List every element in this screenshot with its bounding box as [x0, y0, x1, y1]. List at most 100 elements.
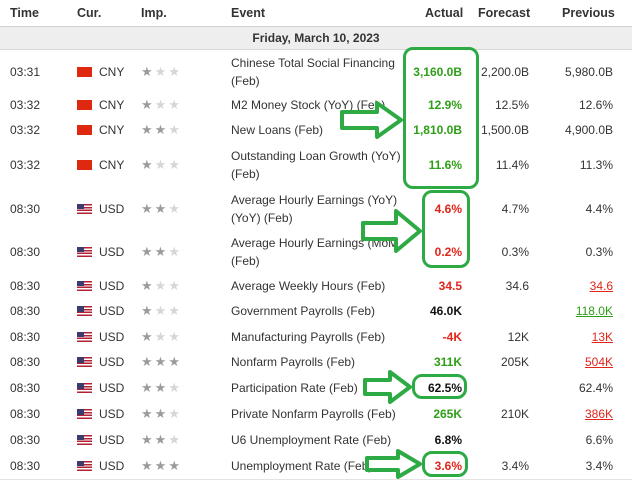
- event-name[interactable]: U6 Unemployment Rate (Feb): [231, 427, 409, 452]
- star-icon: ★: [141, 277, 155, 293]
- table-row[interactable]: 08:30 USD ★ ★ ★ Average Weekly Hours (Feb) 34.…: [0, 273, 632, 299]
- star-icon: ★: [168, 200, 182, 216]
- importance-stars: ★ ★ ★: [141, 93, 182, 117]
- star-icon: ★: [141, 97, 155, 112]
- flag-us-icon: [77, 306, 92, 316]
- event-time: 03:31: [10, 64, 41, 79]
- event-name-text[interactable]: Government Payrolls (Feb): [231, 304, 376, 318]
- event-name-text[interactable]: Nonfarm Payrolls (Feb): [231, 355, 356, 369]
- flag-us-icon: [77, 331, 92, 342]
- event-forecast: 12.5%: [494, 98, 529, 112]
- flag-us-icon: [77, 409, 92, 419]
- star-icon: ★: [154, 354, 169, 369]
- header-forecast[interactable]: Forecast: [478, 6, 531, 20]
- table-row[interactable]: 03:31 CNY ★ ★ ★ Chinese Total Social Financin…: [0, 50, 632, 94]
- event-currency: USD: [99, 355, 125, 369]
- header-currency[interactable]: Cur.: [77, 6, 102, 20]
- event-forecast: 1,500.0B: [480, 123, 529, 137]
- event-currency: USD: [99, 407, 125, 421]
- importance-stars: ★ ★ ★: [141, 324, 182, 349]
- event-actual: 4.6%: [434, 201, 462, 216]
- star-icon: ★: [154, 457, 169, 473]
- event-currency: USD: [99, 381, 125, 395]
- event-previous: 62.4%: [578, 381, 613, 395]
- table-row[interactable]: 08:30 USD ★ ★ ★ Average Hourly Earnings (MoM)…: [0, 230, 632, 274]
- event-name[interactable]: Participation Rate (Feb): [231, 375, 409, 401]
- table-row[interactable]: 08:30 USD ★ ★ ★ Government Payrolls (Feb) 46.0…: [0, 298, 632, 325]
- event-name[interactable]: Manufacturing Payrolls (Feb): [231, 324, 409, 349]
- event-name[interactable]: Average Weekly Hours (Feb): [231, 273, 409, 298]
- star-icon: ★: [168, 243, 182, 259]
- event-actual: 3.6%: [434, 458, 462, 473]
- table-row[interactable]: 08:30 USD ★ ★ ★ Private Nonfarm Payrolls (Feb…: [0, 401, 632, 428]
- event-name-text[interactable]: Outstanding Loan Growth (YoY) (Feb): [231, 149, 401, 181]
- star-icon: ★: [168, 354, 182, 369]
- event-name-text[interactable]: Unemployment Rate (Feb): [231, 458, 373, 473]
- flag-us-icon: [77, 357, 92, 367]
- star-icon: ★: [168, 303, 182, 318]
- header-actual[interactable]: Actual: [425, 6, 464, 20]
- star-icon: ★: [168, 122, 182, 137]
- importance-stars: ★ ★ ★: [141, 298, 182, 324]
- event-name[interactable]: Outstanding Loan Growth (YoY) (Feb): [231, 143, 409, 187]
- event-name[interactable]: Nonfarm Payrolls (Feb): [231, 349, 409, 375]
- header-previous[interactable]: Previous: [562, 6, 615, 20]
- event-name[interactable]: M2 Money Stock (YoY) (Feb): [231, 93, 409, 117]
- table-row[interactable]: 08:30 USD ★ ★ ★ Nonfarm Payrolls (Feb) 311K 205…: [0, 349, 632, 376]
- star-icon: ★: [168, 277, 182, 293]
- event-name[interactable]: Private Nonfarm Payrolls (Feb): [231, 401, 409, 427]
- importance-stars: ★ ★ ★: [141, 427, 182, 452]
- event-actual: 46.0K: [429, 304, 462, 318]
- table-row[interactable]: 08:30 USD ★ ★ ★ U6 Unemployment Rate (Feb) 6.8…: [0, 427, 632, 453]
- table-row[interactable]: 08:30 USD ★ ★ ★ Average Hourly Earnings (YoY)…: [0, 187, 632, 231]
- table-row[interactable]: 03:32 CNY ★ ★ ★ New Loans (Feb) 1,810.0B 1,500.…: [0, 117, 632, 144]
- event-name[interactable]: Average Hourly Earnings (MoM) (Feb): [231, 230, 409, 273]
- event-name[interactable]: Government Payrolls (Feb): [231, 298, 409, 324]
- event-actual: 311K: [433, 355, 462, 369]
- importance-stars: ★ ★ ★: [141, 117, 182, 143]
- date-row: Friday, March 10, 2023: [0, 27, 632, 50]
- star-icon: ★: [168, 97, 182, 112]
- event-previous: 5,980.0B: [564, 64, 613, 79]
- event-actual: -4K: [442, 329, 462, 344]
- star-icon: ★: [141, 380, 155, 395]
- flag-cn-icon: [77, 66, 92, 77]
- event-time: 08:30: [10, 458, 41, 473]
- event-name[interactable]: Unemployment Rate (Feb): [231, 452, 409, 479]
- event-previous: 12.6%: [578, 98, 613, 112]
- table-row[interactable]: 08:30 USD ★ ★ ★ Unemployment Rate (Feb) 3.6% 3.…: [0, 452, 632, 480]
- event-name-text[interactable]: U6 Unemployment Rate (Feb): [231, 432, 392, 447]
- header-importance[interactable]: Imp.: [141, 6, 167, 20]
- star-icon: ★: [141, 406, 155, 421]
- event-name[interactable]: New Loans (Feb): [231, 117, 409, 143]
- event-name-text[interactable]: Average Hourly Earnings (YoY) (YoY) (Feb…: [231, 192, 398, 225]
- event-actual: 62.5%: [427, 381, 462, 395]
- table-row[interactable]: 03:32 CNY ★ ★ ★ Outstanding Loan Growth (YoY)…: [0, 143, 632, 188]
- importance-stars: ★ ★ ★: [141, 401, 182, 427]
- table-row[interactable]: 08:30 USD ★ ★ ★ Participation Rate (Feb) 62.5%…: [0, 375, 632, 402]
- flag-us-icon: [77, 203, 92, 214]
- event-currency: USD: [99, 432, 125, 447]
- event-name[interactable]: Average Hourly Earnings (YoY) (YoY) (Feb…: [231, 187, 409, 230]
- event-currency: USD: [99, 329, 125, 344]
- annotation-box-hourly-earnings: [422, 190, 470, 268]
- event-name-text[interactable]: Average Weekly Hours (Feb): [231, 278, 386, 293]
- event-name-text[interactable]: Average Hourly Earnings (MoM) (Feb): [231, 235, 403, 268]
- star-icon: ★: [168, 328, 182, 344]
- table-row[interactable]: 08:30 USD ★ ★ ★ Manufacturing Payrolls (Feb) -…: [0, 324, 632, 350]
- star-icon: ★: [168, 406, 182, 421]
- flag-us-icon: [77, 280, 92, 291]
- header-time[interactable]: Time: [10, 6, 39, 20]
- event-previous: 118.0K: [575, 304, 613, 318]
- table-row[interactable]: 03:32 CNY ★ ★ ★ M2 Money Stock (YoY) (Feb) 12.…: [0, 93, 632, 118]
- header-event[interactable]: Event: [231, 6, 266, 20]
- event-name-text[interactable]: New Loans (Feb): [231, 123, 324, 137]
- event-name-text[interactable]: Manufacturing Payrolls (Feb): [231, 329, 386, 344]
- event-name-text[interactable]: Participation Rate (Feb): [231, 381, 358, 395]
- event-name-text[interactable]: Private Nonfarm Payrolls (Feb): [231, 407, 396, 421]
- importance-stars: ★ ★ ★: [141, 452, 182, 479]
- event-name-text[interactable]: M2 Money Stock (YoY) (Feb): [231, 98, 386, 112]
- event-currency: USD: [99, 458, 125, 473]
- event-name[interactable]: Chinese Total Social Financing (Feb): [231, 50, 409, 93]
- event-name-text[interactable]: Chinese Total Social Financing (Feb): [231, 55, 395, 88]
